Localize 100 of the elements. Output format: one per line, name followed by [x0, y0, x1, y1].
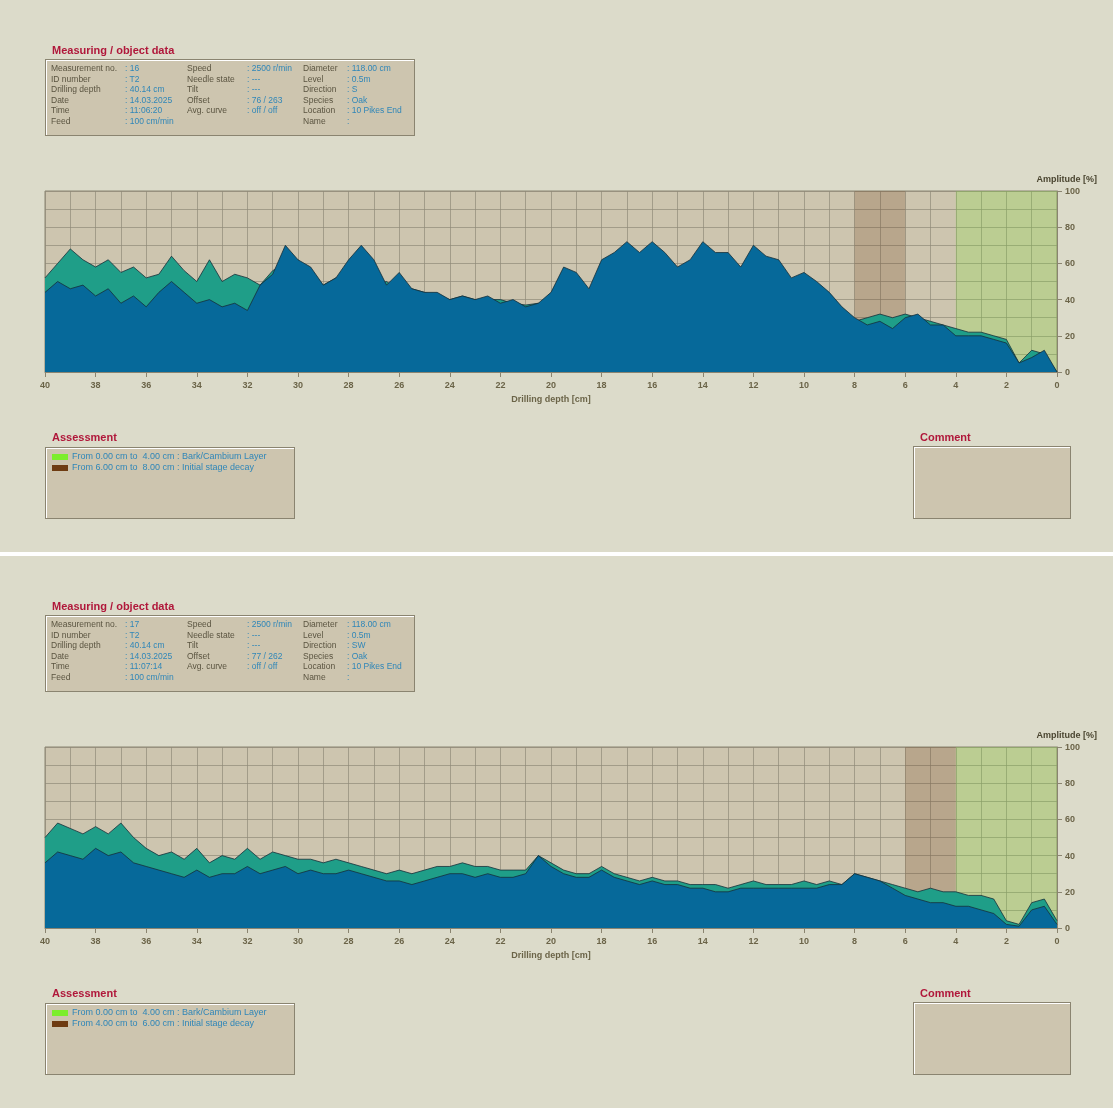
text: : off / off — [247, 661, 279, 672]
text: Location — [303, 105, 337, 116]
x-tick-label: 16 — [647, 379, 658, 390]
text: Comment — [920, 987, 971, 999]
text: Avg. curve — [187, 105, 228, 116]
text: Measuring / object data — [52, 600, 175, 612]
text: : 2500 r/min — [247, 619, 293, 630]
text: : 2500 r/min — [247, 63, 293, 74]
y-axis-title: Amplitude [%] — [1036, 729, 1097, 740]
text: : --- — [247, 73, 262, 84]
text: Name — [303, 671, 327, 682]
text: Feed — [51, 115, 72, 126]
x-tick-label: 0 — [1054, 379, 1060, 390]
text: Time — [51, 661, 71, 672]
legend-title: Assessment — [52, 431, 117, 443]
y-tick-label: 80 — [1065, 778, 1076, 789]
text: : 14.03.2025 — [125, 94, 174, 105]
text: : 77 / 262 — [247, 650, 284, 661]
text: ID number — [51, 629, 92, 640]
x-tick-label: 24 — [444, 935, 455, 946]
x-tick-label: 38 — [90, 379, 101, 390]
y-tick-label: 60 — [1065, 814, 1076, 825]
x-tick-label: 0 — [1054, 935, 1060, 946]
x-tick-label: 38 — [90, 935, 101, 946]
text: Measurement no. — [51, 619, 119, 630]
text: Tilt — [187, 640, 199, 651]
x-tick-label: 30 — [292, 379, 304, 390]
text: Drilling depth — [51, 640, 102, 651]
text: : Oak — [347, 94, 369, 105]
x-tick-label: 26 — [394, 935, 405, 946]
x-tick-label: 8 — [852, 379, 858, 390]
x-tick-label: 2 — [1003, 935, 1009, 946]
x-tick-label: 22 — [495, 935, 506, 946]
text: Avg. curve — [187, 661, 228, 672]
text: : 14.03.2025 — [125, 650, 174, 661]
y-tick-label: 0 — [1065, 367, 1071, 377]
y-axis-title: Amplitude [%] — [1036, 173, 1097, 184]
x-tick-label: 32 — [242, 379, 253, 390]
y-tick-label: 80 — [1065, 222, 1076, 233]
text: Measurement no. — [51, 63, 119, 74]
text: : --- — [247, 640, 262, 651]
y-tick-label: 0 — [1065, 923, 1071, 933]
y-tick-label: 40 — [1065, 850, 1076, 861]
text: : S — [347, 84, 359, 95]
text: : 118.00 cm — [347, 63, 392, 74]
text: Offset — [187, 94, 211, 105]
text: Date — [51, 650, 70, 661]
text: Needle state — [187, 629, 236, 640]
x-tick-label: 40 — [39, 379, 51, 390]
text: Diameter — [303, 619, 339, 630]
legend-label: From 6.00 cm to 8.00 cm : Initial stage decay — [72, 462, 255, 473]
x-tick-label: 30 — [292, 935, 304, 946]
x-tick-label: 32 — [242, 935, 253, 946]
x-tick-label: 16 — [647, 935, 658, 946]
x-tick-label: 14 — [697, 935, 708, 946]
legend-label: From 0.00 cm to 4.00 cm : Bark/Cambium Layer — [72, 451, 267, 462]
text: Direction — [303, 84, 338, 95]
text: Species — [303, 650, 335, 661]
x-tick-label: 10 — [798, 935, 810, 946]
text: : — [347, 671, 351, 682]
text: : 10 Pikes End — [347, 661, 403, 672]
text: : --- — [247, 84, 262, 95]
text: : SW — [347, 640, 367, 651]
text: : 100 cm/min — [125, 115, 175, 126]
text: Speed — [187, 619, 213, 630]
text: : 16 — [125, 63, 141, 74]
text: : 118.00 cm — [347, 619, 392, 630]
text: ID number — [51, 73, 92, 84]
text: : off / off — [247, 105, 279, 116]
x-tick-label: 34 — [191, 935, 202, 946]
x-tick-label: 36 — [141, 379, 152, 390]
text: : --- — [247, 629, 262, 640]
legend-label: From 0.00 cm to 4.00 cm : Bark/Cambium Layer — [72, 1007, 267, 1018]
legend-title: Assessment — [52, 987, 117, 999]
x-tick-label: 12 — [748, 935, 759, 946]
x-tick-label: 4 — [953, 379, 959, 390]
legend-label: From 4.00 cm to 6.00 cm : Initial stage decay — [72, 1018, 255, 1029]
x-tick-label: 20 — [545, 379, 557, 390]
text: Needle state — [187, 73, 236, 84]
text: Comment — [920, 431, 971, 443]
text: Date — [51, 94, 70, 105]
text: : 40.14 cm — [125, 84, 166, 95]
text: : 40.14 cm — [125, 640, 166, 651]
x-tick-label: 6 — [902, 379, 908, 390]
x-tick-label: 6 — [902, 935, 908, 946]
text: Level — [303, 629, 325, 640]
x-tick-label: 18 — [596, 935, 607, 946]
text: Location — [303, 661, 337, 672]
text: : 100 cm/min — [125, 671, 175, 682]
x-tick-label: 28 — [343, 935, 354, 946]
x-tick-label: 34 — [191, 379, 202, 390]
x-tick-label: 28 — [343, 379, 354, 390]
y-tick-label: 100 — [1065, 186, 1081, 196]
text: : 17 — [125, 619, 141, 630]
y-tick-label: 100 — [1065, 742, 1081, 752]
y-tick-label: 40 — [1065, 294, 1076, 305]
text: : 76 / 263 — [247, 94, 284, 105]
text: : T2 — [125, 73, 141, 84]
x-tick-label: 40 — [39, 935, 51, 946]
x-tick-label: 22 — [495, 379, 506, 390]
